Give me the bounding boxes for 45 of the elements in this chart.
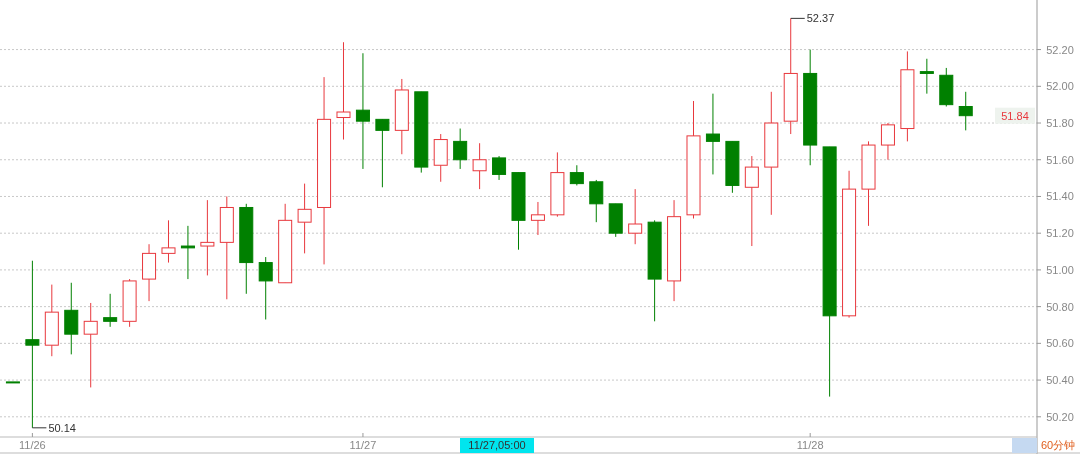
candlestick bbox=[589, 179, 604, 223]
candlestick bbox=[161, 219, 176, 264]
candlestick bbox=[258, 256, 273, 320]
y-tick-label: 50.20 bbox=[1046, 410, 1074, 423]
candlestick bbox=[297, 183, 312, 254]
candlestick bbox=[25, 260, 40, 429]
candlestick bbox=[64, 282, 79, 355]
price-callout: 52.37 bbox=[790, 12, 835, 25]
candlestick bbox=[919, 58, 934, 95]
y-tick-label: 51.20 bbox=[1046, 227, 1074, 240]
y-tick-label: 50.40 bbox=[1046, 374, 1074, 387]
y-tick-label: 51.40 bbox=[1046, 190, 1074, 203]
candlestick bbox=[83, 302, 98, 388]
candlestick bbox=[336, 41, 351, 141]
x-tick-label: 11/27 bbox=[349, 439, 377, 451]
price-callout: 50.14 bbox=[31, 421, 76, 434]
candlestick bbox=[705, 93, 720, 175]
candlestick bbox=[472, 142, 487, 190]
candlestick bbox=[103, 293, 118, 328]
annotation: 52.37 bbox=[806, 12, 835, 25]
y-tick-label: 52.00 bbox=[1046, 80, 1074, 93]
candlestick bbox=[628, 188, 643, 245]
y-tick-label: 50.60 bbox=[1046, 337, 1074, 350]
candlestick bbox=[492, 155, 507, 181]
y-tick-label: 50.80 bbox=[1046, 300, 1074, 313]
candlestick bbox=[375, 118, 390, 188]
annotation: 50.14 bbox=[48, 421, 76, 434]
candlestick bbox=[453, 128, 468, 170]
text: 60分钟 bbox=[1040, 439, 1076, 451]
candlestick bbox=[355, 52, 370, 170]
y-tick-label: 51.00 bbox=[1046, 263, 1074, 276]
candlestick bbox=[569, 164, 584, 186]
candlestick bbox=[880, 122, 895, 161]
candlestick bbox=[180, 225, 195, 280]
x-tick-label: 11/26 bbox=[19, 439, 46, 451]
annotation: 51.84 bbox=[1001, 109, 1029, 122]
candlestick bbox=[744, 155, 759, 247]
candlestick bbox=[530, 201, 545, 236]
y-tick-label: 51.80 bbox=[1046, 117, 1074, 130]
x-tick-label: 11/28 bbox=[796, 439, 824, 451]
candlestick bbox=[958, 91, 973, 131]
candlestick bbox=[200, 199, 215, 276]
y-tick-label: 51.60 bbox=[1046, 153, 1074, 166]
y-tick-label: 52.20 bbox=[1046, 43, 1074, 56]
text: 11/27,05:00 bbox=[468, 439, 526, 451]
